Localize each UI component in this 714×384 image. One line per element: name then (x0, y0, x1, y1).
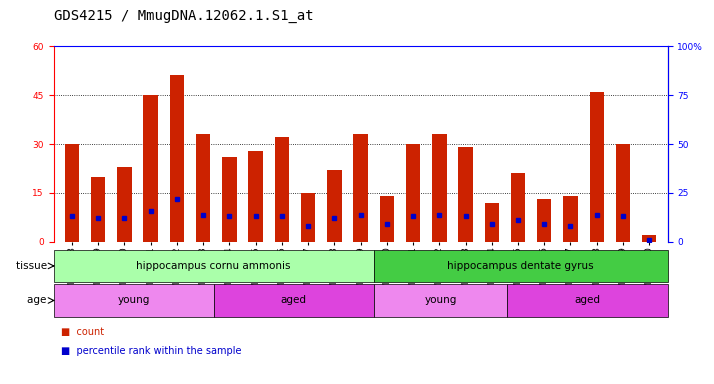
Text: hippocampus cornu ammonis: hippocampus cornu ammonis (136, 261, 291, 271)
Bar (615, 144, 630, 242)
Bar (301, 193, 316, 242)
Bar (511, 174, 526, 242)
Bar (117, 167, 131, 242)
Bar (222, 157, 236, 242)
Bar (380, 196, 394, 242)
Bar (65, 144, 79, 242)
Bar (54, 250, 374, 282)
Text: aged: aged (281, 295, 307, 306)
Bar (642, 235, 656, 242)
Text: hippocampus dentate gyrus: hippocampus dentate gyrus (448, 261, 594, 271)
Bar (563, 196, 578, 242)
Bar (144, 95, 158, 242)
Text: age: age (27, 295, 50, 306)
Bar (590, 92, 604, 242)
Bar (406, 144, 421, 242)
Bar (170, 76, 184, 242)
Bar (248, 151, 263, 242)
Text: ■  count: ■ count (61, 327, 104, 337)
Bar (327, 170, 341, 242)
Bar (91, 177, 106, 242)
Text: young: young (425, 295, 457, 306)
Bar (196, 134, 211, 242)
Bar (432, 134, 446, 242)
Bar (353, 134, 368, 242)
Bar (54, 284, 213, 317)
Bar (485, 203, 499, 242)
Text: aged: aged (575, 295, 600, 306)
Bar (213, 284, 374, 317)
Bar (275, 137, 289, 242)
Bar (508, 284, 668, 317)
Bar (374, 250, 668, 282)
Text: young: young (118, 295, 150, 306)
Bar (374, 284, 508, 317)
Text: ■  percentile rank within the sample: ■ percentile rank within the sample (61, 346, 241, 356)
Bar (458, 147, 473, 242)
Bar (537, 200, 551, 242)
Text: tissue: tissue (16, 261, 50, 271)
Text: GDS4215 / MmugDNA.12062.1.S1_at: GDS4215 / MmugDNA.12062.1.S1_at (54, 9, 313, 23)
